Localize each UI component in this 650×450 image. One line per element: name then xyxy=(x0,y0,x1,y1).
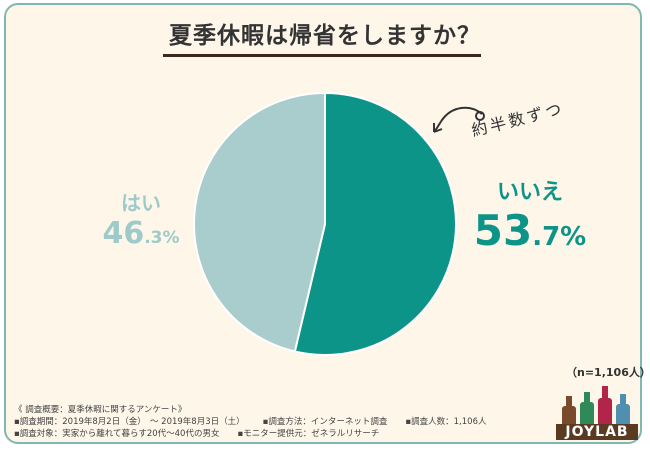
footer-target: ▪調査対象：実家から離れて暮らす20代～40代の男女 xyxy=(14,429,220,439)
pie-slice-yes xyxy=(193,91,326,353)
slice-label-yes-name: はい xyxy=(121,191,161,215)
logo-text: JOYLAB xyxy=(556,424,638,440)
footer-method: ▪調査方法：インターネット調査 xyxy=(262,417,388,427)
sample-size: （n=1,106人） xyxy=(566,366,650,379)
slice-label-yes: はい 46.3% xyxy=(96,190,186,251)
slice-label-no: いいえ 53.7% xyxy=(470,180,590,255)
joylab-logo: JOYLAB xyxy=(556,384,638,442)
footer-period: ▪調査期間：2019年8月2日（金） ～ 2019年8月3日（土） xyxy=(14,417,245,427)
slice-label-yes-pct-dec: .3% xyxy=(144,228,180,248)
footer-count: ▪調査人数：1,106人 xyxy=(405,417,487,427)
slice-label-no-pct-dec: .7% xyxy=(532,222,587,252)
pie-slice-no xyxy=(293,91,457,356)
footer-provider: ▪モニター提供元：ゼネラルリサーチ xyxy=(237,429,380,439)
chart-title: 夏季休暇は帰省をしますか？ xyxy=(169,23,481,49)
survey-footer: 《 調査概要：夏季休暇に関するアンケート》 ▪調査期間：2019年8月2日（金）… xyxy=(14,404,487,440)
bottles-icon xyxy=(562,386,630,430)
title-underline xyxy=(163,54,481,57)
footer-heading: 《 調査概要：夏季休暇に関するアンケート》 xyxy=(14,405,187,415)
annotation-arrow-icon xyxy=(433,106,485,133)
slice-label-no-pct: 53 xyxy=(473,206,533,255)
slice-label-no-name: いいえ xyxy=(496,180,563,205)
slice-label-yes-pct: 46 xyxy=(102,216,145,251)
